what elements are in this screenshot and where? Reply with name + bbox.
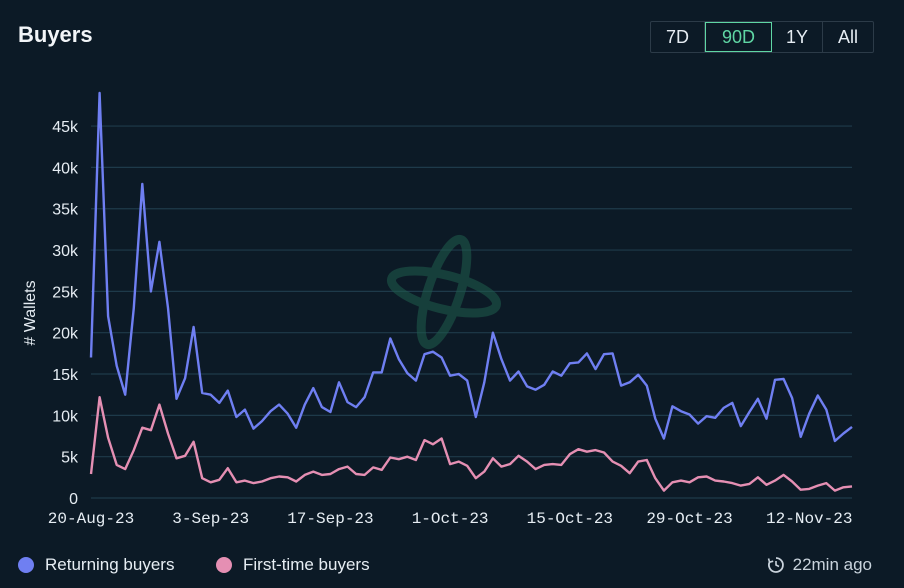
legend-first-time-buyers[interactable]: First-time buyers <box>216 555 370 575</box>
x-tick-label: 3-Sep-23 <box>172 510 249 528</box>
y-tick-label: 30k <box>52 243 79 260</box>
x-tick-label: 20-Aug-23 <box>48 510 134 528</box>
x-tick-label: 12-Nov-23 <box>766 510 852 528</box>
y-tick-label: 15k <box>52 367 79 384</box>
y-axis-label: # Wallets <box>22 280 39 345</box>
first-time-buyers-swatch <box>216 557 232 573</box>
x-tick-label: 1-Oct-23 <box>412 510 489 528</box>
y-tick-label: 0 <box>69 491 78 508</box>
y-tick-label: 35k <box>52 202 79 219</box>
grid-lines <box>91 125 852 499</box>
returning-buyers-swatch <box>18 557 34 573</box>
y-tick-label: 45k <box>52 119 79 136</box>
range-1y-button[interactable]: 1Y <box>772 22 823 52</box>
y-axis-ticks: 0 5k 10k 15k 20k 25k 30k 35k 40k 45k <box>52 119 79 508</box>
last-updated: 22min ago <box>767 555 872 575</box>
y-tick-label: 40k <box>52 160 79 177</box>
range-all-button[interactable]: All <box>837 26 858 47</box>
last-updated-text: 22min ago <box>792 555 872 574</box>
refresh-clock-icon <box>767 557 784 573</box>
x-tick-label: 17-Sep-23 <box>287 510 373 528</box>
chart-title: Buyers <box>18 22 93 47</box>
x-tick-label: 29-Oct-23 <box>646 510 732 528</box>
legend-returning-buyers[interactable]: Returning buyers <box>18 555 174 575</box>
y-tick-label: 5k <box>61 450 79 467</box>
series-lines <box>89 91 853 492</box>
first-time-buyers-line <box>89 396 853 492</box>
x-axis-ticks: 20-Aug-23 3-Sep-23 17-Sep-23 1-Oct-23 15-Oct… <box>48 510 853 528</box>
time-range-selector: 7D 90D 1Y All <box>650 21 874 53</box>
y-tick-label: 25k <box>52 284 79 301</box>
legend-label-first-time: First-time buyers <box>243 555 370 574</box>
returning-buyers-line <box>89 91 853 443</box>
legend-label-returning: Returning buyers <box>45 555 175 574</box>
y-tick-label: 10k <box>52 408 79 425</box>
x-tick-label: 15-Oct-23 <box>527 510 613 528</box>
range-7d-button[interactable]: 7D <box>651 22 705 52</box>
range-90d-button[interactable]: 90D <box>705 22 772 52</box>
y-tick-label: 20k <box>52 326 79 343</box>
watermark-logo-icon <box>386 234 502 350</box>
